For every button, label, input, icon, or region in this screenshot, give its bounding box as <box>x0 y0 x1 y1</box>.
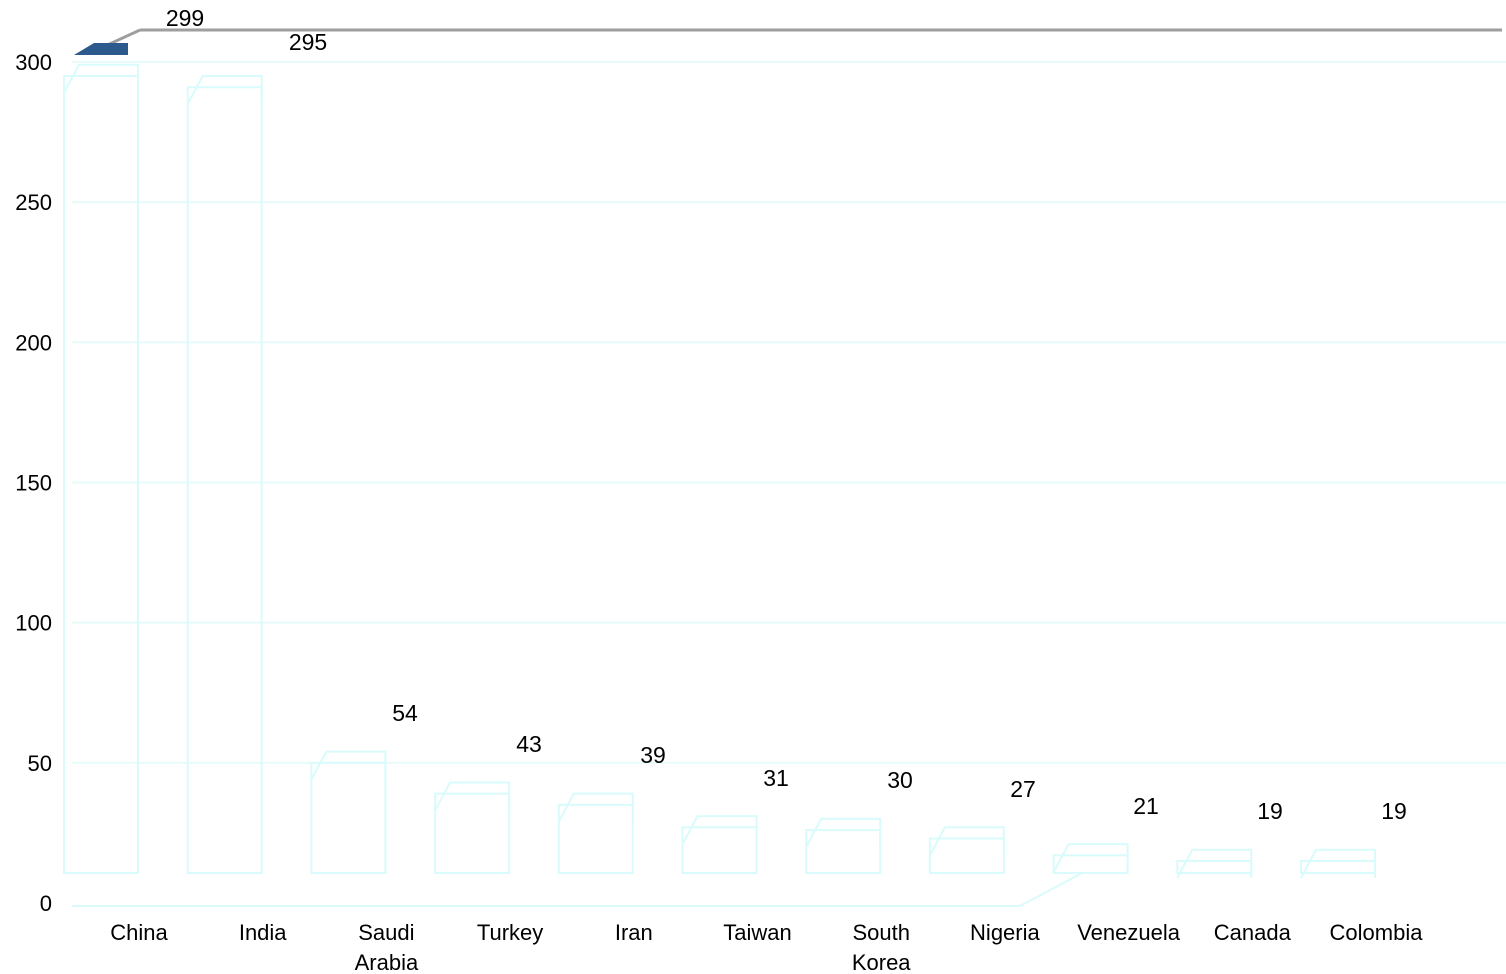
x-tick-label-china: China <box>110 920 168 945</box>
x-tick-label-canada: Canada <box>1214 920 1292 945</box>
bar-venezuela <box>1052 843 1129 875</box>
x-tick-label-turkey: Turkey <box>477 920 543 945</box>
data-label-taiwan: 31 <box>763 765 789 791</box>
bars <box>63 43 1376 879</box>
data-label-canada: 19 <box>1257 798 1283 824</box>
bar-saudi-arabia <box>310 750 387 875</box>
y-tick-label-300: 300 <box>15 50 52 75</box>
x-tick-label-india: India <box>239 920 287 945</box>
y-tick-label-100: 100 <box>15 611 52 636</box>
data-label-nigeria: 27 <box>1010 776 1036 802</box>
bar-taiwan <box>681 815 758 875</box>
data-label-china: 299 <box>166 5 204 31</box>
x-tick-label-iran: Iran <box>615 920 653 945</box>
y-tick-label-250: 250 <box>15 190 52 215</box>
back-wall <box>72 28 1502 907</box>
y-axis: 0 50 100 150 200 250 300 <box>15 50 52 916</box>
x-tick-label-colombia: Colombia <box>1330 920 1424 945</box>
data-label-south-korea: 30 <box>887 767 913 793</box>
y-tick-label-200: 200 <box>15 330 52 355</box>
x-tick-label-venezuela: Venezuela <box>1077 920 1181 945</box>
x-tick-label-south-korea: South Korea <box>852 920 911 974</box>
data-label-colombia: 19 <box>1381 798 1407 824</box>
bar-colombia <box>1300 848 1376 879</box>
bar-turkey <box>434 781 511 875</box>
y-tick-label-150: 150 <box>15 471 52 496</box>
bar-china <box>63 43 139 874</box>
x-tick-label-saudi-arabia: Saudi Arabia <box>355 920 419 974</box>
bar-india <box>186 75 263 874</box>
data-label-india: 295 <box>289 29 327 55</box>
bar-nigeria <box>928 826 1005 875</box>
data-labels: 299 295 54 43 39 31 30 27 21 19 19 <box>166 5 1407 824</box>
data-label-turkey: 43 <box>516 731 542 757</box>
data-label-saudi-arabia: 54 <box>392 700 418 726</box>
floor-edge-depth <box>1019 871 1085 907</box>
x-tick-label-taiwan: Taiwan <box>723 920 791 945</box>
grid-lines <box>72 61 1506 764</box>
bar-canada <box>1176 848 1253 879</box>
x-axis: China India Saudi Arabia Turkey Iran Taiwan Sou… <box>110 920 1423 974</box>
data-label-venezuela: 21 <box>1133 793 1159 819</box>
data-label-iran: 39 <box>640 742 666 768</box>
y-tick-label-0: 0 <box>40 891 52 916</box>
bar-south-korea <box>805 817 882 874</box>
y-tick-label-50: 50 <box>28 751 52 776</box>
bar-iran <box>557 792 634 874</box>
x-tick-label-nigeria: Nigeria <box>970 920 1040 945</box>
